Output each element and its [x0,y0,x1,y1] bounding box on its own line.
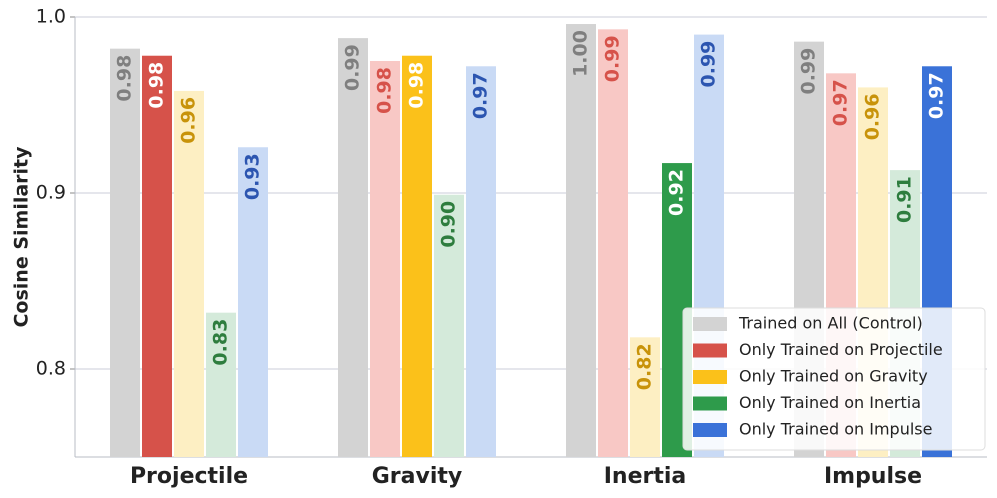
x-tick-label: Inertia [604,464,687,489]
value-label: 0.98 [406,62,428,109]
y-tick-label: 1.0 [36,6,66,28]
legend-box [682,307,986,451]
value-label: 0.97 [926,72,948,119]
bar [174,90,204,458]
value-label: 0.99 [798,48,820,95]
bar [434,194,464,457]
bar [142,55,172,457]
legend-label: Only Trained on Gravity [739,367,928,386]
legend: Trained on All (Control) Only Trained on … [682,307,986,451]
value-label: 0.97 [470,72,492,119]
value-label: 0.98 [146,62,168,109]
bar [566,24,596,457]
bar [402,55,432,457]
y-tick-label: 0.8 [36,358,66,380]
bar [370,61,400,457]
legend-label: Only Trained on Projectile [739,340,943,359]
y-tick-label: 0.9 [36,182,66,204]
value-label: 0.96 [178,97,200,144]
value-label: 0.90 [438,201,460,248]
bar [238,147,268,458]
legend-swatch [693,370,727,384]
bar [338,38,368,458]
bar [110,48,140,458]
value-label: 0.99 [602,35,624,82]
legend-swatch [693,423,727,437]
value-label: 0.92 [666,169,688,216]
y-axis-label: Cosine Similarity [11,146,33,328]
bar [206,312,236,457]
legend-swatch [693,396,727,411]
value-label: 0.97 [830,79,852,126]
value-label: 0.82 [634,343,656,390]
value-label: 1.00 [570,30,592,77]
legend-swatch [693,343,727,358]
x-tick-label: Gravity [372,464,463,489]
bar [630,337,660,457]
legend-label: Only Trained on Impulse [739,420,932,439]
legend-label: Trained on All (Control) [738,314,923,333]
bar [466,66,496,457]
value-label: 0.83 [210,319,232,366]
bar [598,29,628,457]
value-label: 0.99 [342,44,364,91]
value-label: 0.96 [862,93,884,140]
value-label: 0.99 [698,41,720,88]
x-tick-label: Projectile [130,464,248,489]
value-label: 0.93 [242,153,264,200]
x-tick-label: Impulse [824,464,922,489]
legend-label: Only Trained on Inertia [739,393,921,412]
value-label: 0.98 [374,67,396,114]
value-label: 0.91 [894,176,916,223]
legend-swatch [693,317,727,331]
value-label: 0.98 [114,55,136,102]
